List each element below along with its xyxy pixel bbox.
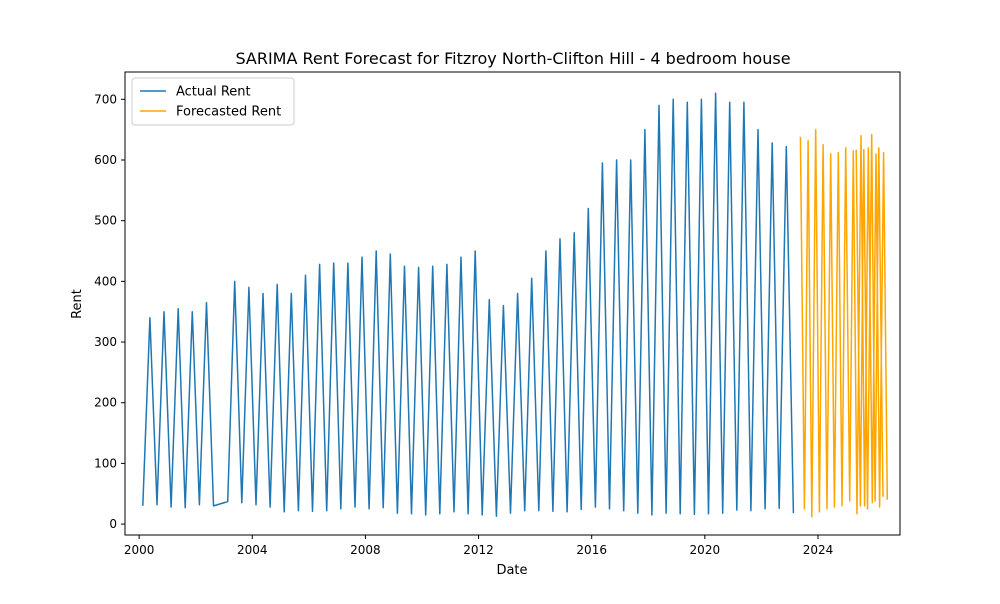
- x-tick-label: 2000: [124, 543, 155, 557]
- series-line-forecasted-rent: [799, 128, 889, 518]
- y-tick-label: 300: [94, 335, 117, 349]
- legend-label: Actual Rent: [176, 85, 251, 100]
- y-tick-label: 600: [94, 153, 117, 167]
- y-tick-label: 200: [94, 396, 117, 410]
- y-tick-label: 700: [94, 92, 117, 106]
- legend-box: [131, 77, 295, 126]
- chart-title: SARIMA Rent Forecast for Fitzroy North-C…: [235, 49, 790, 68]
- y-tick-label: 0: [109, 517, 117, 531]
- y-tick-label: 500: [94, 214, 117, 228]
- y-axis-label: Rent: [70, 289, 85, 319]
- x-tick-label: 2012: [463, 543, 494, 557]
- legend-label: Forecasted Rent: [176, 105, 281, 120]
- x-tick-label: 2020: [690, 543, 721, 557]
- series-line-actual-rent: [142, 92, 795, 517]
- plot-area: [142, 92, 889, 518]
- x-axis-label: Date: [496, 563, 527, 578]
- y-tick-label: 400: [94, 274, 117, 288]
- x-tick-label: 2004: [237, 543, 268, 557]
- x-tick-label: 2008: [350, 543, 381, 557]
- axes-frame: [124, 71, 901, 536]
- legend: Actual Rent Forecasted Rent: [131, 77, 295, 126]
- y-axis: 0 100 200 300 400 500 600 700: [94, 92, 125, 531]
- y-tick-label: 100: [94, 456, 117, 470]
- x-axis: 2000 2004 2008 2012 2016 2020 2024: [124, 535, 833, 557]
- series-line-forecasted-rent-overlap: [855, 133, 884, 510]
- x-tick-label: 2024: [803, 543, 834, 557]
- x-tick-label: 2016: [576, 543, 607, 557]
